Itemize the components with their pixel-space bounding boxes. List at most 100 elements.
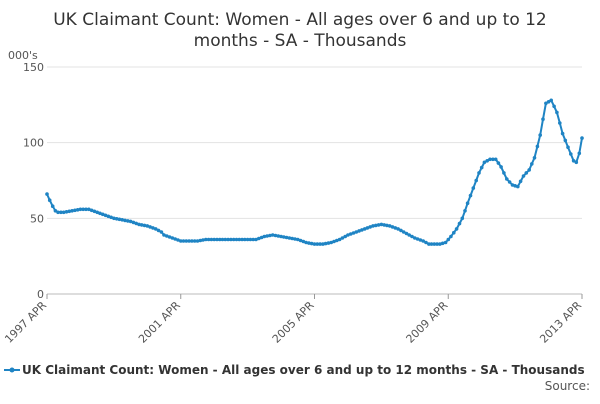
data-point[interactable] [100,212,105,217]
data-point[interactable] [560,131,565,136]
data-point[interactable] [335,238,339,243]
data-point[interactable] [273,233,278,238]
data-point[interactable] [162,233,166,237]
data-point[interactable] [92,209,97,214]
data-point[interactable] [499,165,503,169]
legend[interactable]: UK Claimant Count: Women - All ages over… [4,363,585,377]
data-point[interactable] [574,160,579,165]
data-point[interactable] [195,239,200,243]
data-point[interactable] [114,217,119,221]
data-point[interactable] [290,236,295,241]
data-point[interactable] [73,208,77,213]
data-point[interactable] [270,233,275,237]
data-point[interactable] [257,236,261,241]
data-point[interactable] [424,240,428,245]
data-point[interactable] [170,236,175,240]
data-point[interactable] [145,224,150,228]
data-point[interactable] [223,237,228,242]
data-point[interactable] [262,234,267,239]
data-point[interactable] [357,229,361,233]
data-point[interactable] [549,98,553,103]
data-point[interactable] [198,238,203,243]
data-point[interactable] [410,234,414,239]
data-point[interactable] [120,218,124,222]
data-point[interactable] [234,237,239,242]
data-point[interactable] [457,221,462,226]
data-point[interactable] [449,234,453,239]
data-point[interactable] [390,225,395,229]
data-point[interactable] [81,207,85,212]
data-point[interactable] [201,238,205,242]
data-point[interactable] [571,159,576,163]
data-point[interactable] [488,157,492,162]
data-point[interactable] [563,138,568,143]
data-point[interactable] [329,240,334,245]
data-point[interactable] [167,235,172,239]
data-point[interactable] [126,219,130,223]
data-point[interactable] [518,179,523,184]
data-point[interactable] [139,223,144,227]
data-point[interactable] [128,219,133,224]
data-point[interactable] [387,224,392,228]
data-point[interactable] [59,210,63,215]
data-point[interactable] [555,110,559,115]
data-point[interactable] [552,104,556,109]
data-point[interactable] [279,234,283,239]
data-point[interactable] [251,237,255,242]
data-point[interactable] [354,230,359,234]
data-point[interactable] [282,235,286,239]
data-point[interactable] [507,180,512,184]
data-point[interactable] [159,230,164,234]
data-point[interactable] [374,223,378,228]
data-point[interactable] [123,218,127,223]
data-point[interactable] [206,237,211,242]
data-point[interactable] [340,236,345,240]
data-point[interactable] [471,186,476,190]
data-point[interactable] [95,210,99,215]
data-point[interactable] [192,239,197,243]
data-point[interactable] [332,239,336,244]
data-point[interactable] [109,215,113,220]
data-point[interactable] [337,237,342,242]
data-point[interactable] [131,220,136,225]
data-point[interactable] [75,208,80,212]
data-point[interactable] [401,230,406,234]
data-point[interactable] [293,237,297,241]
data-point[interactable] [415,237,420,241]
data-point[interactable] [237,237,242,242]
data-point[interactable] [532,156,537,160]
data-point[interactable] [541,117,545,121]
data-point[interactable] [546,100,551,104]
data-point[interactable] [530,162,534,166]
data-point[interactable] [427,242,431,246]
data-point[interactable] [376,223,381,227]
data-point[interactable] [566,145,570,149]
data-point[interactable] [312,242,317,246]
data-point[interactable] [165,234,169,238]
data-point[interactable] [56,210,60,215]
data-point[interactable] [209,237,214,242]
data-point[interactable] [98,211,102,216]
data-point[interactable] [343,234,348,239]
data-point[interactable] [413,236,417,240]
data-point[interactable] [231,237,236,242]
data-point[interactable] [365,226,370,230]
data-point[interactable] [106,214,111,219]
data-point[interactable] [151,226,155,230]
data-point[interactable] [452,230,456,235]
data-point[interactable] [318,242,322,246]
data-point[interactable] [362,227,367,231]
data-point[interactable] [84,207,88,212]
data-point[interactable] [142,223,147,228]
data-point[interactable] [215,237,219,242]
data-point[interactable] [117,217,122,222]
data-point[interactable] [218,237,222,242]
data-point[interactable] [577,151,582,156]
data-point[interactable] [346,233,350,237]
data-point[interactable] [153,227,158,231]
data-point[interactable] [296,237,300,242]
data-point[interactable] [463,209,467,213]
data-point[interactable] [326,241,331,245]
data-point[interactable] [173,237,177,241]
data-point[interactable] [558,121,562,125]
